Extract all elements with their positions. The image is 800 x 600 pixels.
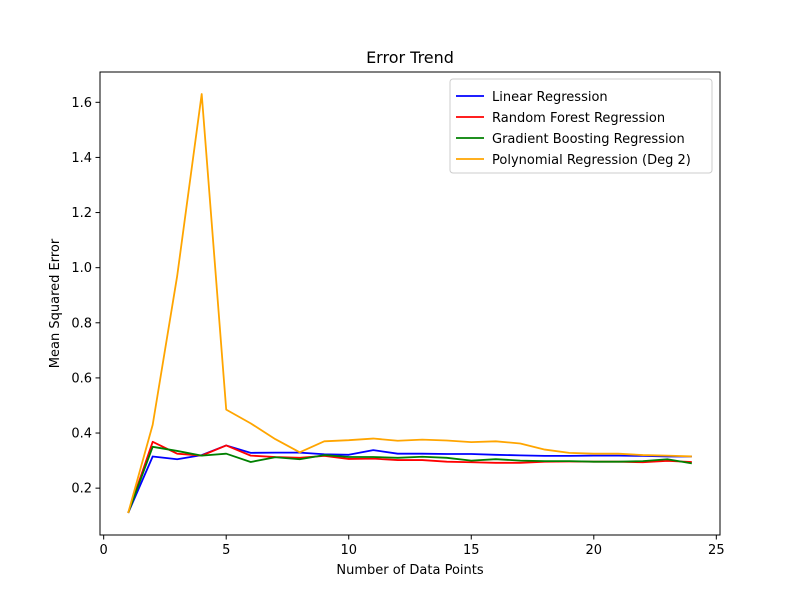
x-tick-label: 0 (100, 543, 108, 558)
y-tick-label: 1.6 (71, 96, 92, 111)
y-tick-label: 0.8 (71, 316, 92, 331)
chart-title: Error Trend (366, 48, 454, 67)
legend-label: Random Forest Regression (492, 111, 665, 126)
x-tick-label: 5 (222, 543, 230, 558)
y-tick-label: 0.6 (71, 371, 92, 386)
legend-label: Linear Regression (492, 90, 608, 105)
x-axis: 0 5 10 15 20 25 (100, 535, 725, 558)
y-axis-title: Mean Squared Error (48, 238, 63, 368)
legend-box (449, 78, 713, 174)
x-tick-label: 10 (340, 543, 357, 558)
y-tick-label: 0.2 (71, 482, 92, 497)
x-tick-label: 20 (586, 543, 603, 558)
legend-label: Gradient Boosting Regression (492, 132, 685, 147)
x-axis-title: Number of Data Points (336, 563, 483, 578)
y-tick-label: 0.4 (71, 427, 92, 442)
series-line-3 (127, 445, 692, 514)
plot-lines (127, 93, 692, 514)
x-tick-label: 15 (463, 543, 480, 558)
series-line-4 (127, 93, 692, 514)
y-tick-label: 1.4 (71, 151, 92, 166)
plot-frame (99, 71, 721, 536)
legend: Linear Regression Random Forest Regressio… (449, 78, 713, 174)
x-tick-label: 25 (708, 543, 725, 558)
y-axis: 0.2 0.4 0.6 0.8 1.0 1.2 1.4 1.6 (71, 96, 100, 497)
y-tick-label: 1.0 (71, 261, 92, 276)
legend-label: Polynomial Regression (Deg 2) (492, 153, 691, 168)
y-tick-label: 1.2 (71, 206, 92, 221)
